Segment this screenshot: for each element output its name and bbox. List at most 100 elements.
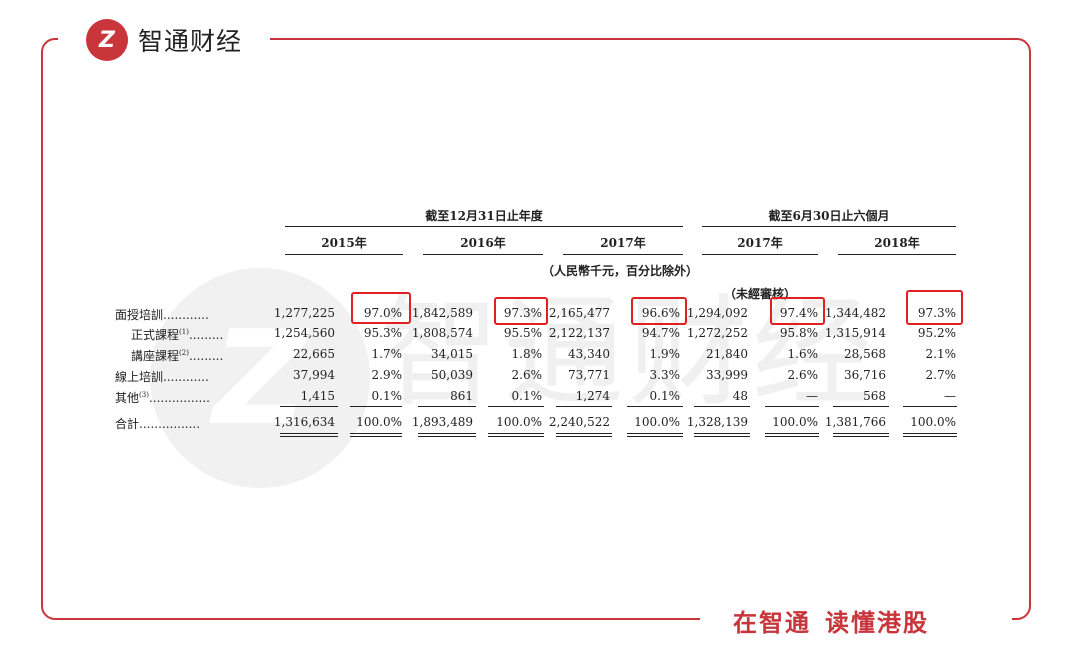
highlight-box-2015: [351, 292, 411, 324]
year-rule: [563, 254, 683, 255]
header-rule: [702, 226, 956, 227]
table-cell: 100.0%: [634, 415, 680, 429]
table-cell: 97.0%: [363, 306, 402, 320]
table-cell: 1,315,914: [824, 326, 886, 340]
total-double-rule: [627, 433, 683, 437]
table-cell: 97.3%: [917, 306, 956, 320]
header-group-year: 截至12月31日止年度: [425, 209, 543, 223]
table-cell: 1,328,139: [686, 415, 748, 429]
watermark-logo-icon: Z: [150, 268, 370, 488]
total-double-rule: [765, 433, 819, 437]
table-cell: 2.6%: [511, 368, 543, 382]
table-cell: 1,277,225: [273, 306, 335, 320]
logo-icon: Z: [86, 19, 128, 61]
table-cell: 2.9%: [371, 368, 403, 382]
table-cell: 28,568: [844, 347, 886, 361]
leader-dots: ............: [163, 308, 209, 322]
year-2017: 2017年: [600, 236, 646, 250]
watermark-text: 智通财经: [380, 284, 876, 423]
table-cell: 1.9%: [649, 347, 681, 361]
table-cell: 2,240,522: [548, 415, 610, 429]
leader-dots: ............: [163, 370, 209, 384]
row-label-text: 線上培訓: [115, 370, 164, 384]
highlight-box-2017-half: [770, 297, 825, 325]
table-cell: 568: [863, 389, 886, 403]
row-label: 講座課程(2).........: [131, 347, 223, 364]
total-double-rule: [488, 433, 544, 437]
subtotal-rule: [833, 406, 889, 407]
footnote-marker: (1): [179, 328, 189, 336]
table-cell: 1,842,589: [411, 306, 473, 320]
table-cell: 100.0%: [356, 415, 402, 429]
row-label: 面授培訓............: [115, 306, 209, 323]
unit-note: （人民幣千元，百分比除外）: [541, 264, 698, 278]
table-cell: 95.3%: [363, 326, 402, 340]
table-cell: 100.0%: [910, 415, 956, 429]
table-cell: 1.6%: [787, 347, 819, 361]
subtotal-rule: [765, 406, 819, 407]
total-double-rule: [418, 433, 476, 437]
table-cell: 94.7%: [641, 326, 680, 340]
table-cell: 1,344,482: [824, 306, 886, 320]
subtotal-rule: [418, 406, 476, 407]
subtotal-rule: [488, 406, 544, 407]
table-cell: 3.3%: [649, 368, 681, 382]
table-cell: 21,840: [706, 347, 748, 361]
table-cell: 95.8%: [779, 326, 818, 340]
total-double-rule: [694, 433, 750, 437]
table-cell: 100.0%: [772, 415, 818, 429]
table-cell: 1,381,766: [824, 415, 886, 429]
table-cell: —: [944, 389, 956, 403]
year-rule: [423, 254, 543, 255]
total-double-rule: [833, 433, 889, 437]
table-cell: 2.6%: [787, 368, 819, 382]
table-cell: 1,316,634: [273, 415, 335, 429]
table-cell: 97.4%: [779, 306, 818, 320]
row-label-text: 正式課程: [131, 328, 180, 342]
table-cell: 43,340: [568, 347, 610, 361]
total-double-rule: [280, 433, 338, 437]
table-cell: 95.2%: [917, 326, 956, 340]
slogan-part-b: 读懂港股: [825, 609, 929, 637]
table-cell: 0.1%: [371, 389, 403, 403]
table-cell: 2.7%: [925, 368, 957, 382]
content-frame: [41, 38, 1031, 620]
highlight-box-2018-half: [906, 290, 963, 325]
year-2017-half: 2017年: [737, 236, 783, 250]
leader-dots: .........: [188, 349, 224, 363]
leader-dots: .........: [188, 328, 224, 342]
year-rule: [838, 254, 956, 255]
table-cell: 73,771: [568, 368, 610, 382]
header-group-half: 截至6月30日止六個月: [768, 209, 890, 223]
leader-dots: ................: [139, 417, 201, 431]
table-cell: 1,294,092: [686, 306, 748, 320]
table-cell: 1.7%: [371, 347, 403, 361]
row-label: 其他(3)................: [115, 389, 210, 406]
row-label: 正式課程(1).........: [131, 326, 223, 343]
table-cell: 1,808,574: [411, 326, 473, 340]
footnote-marker: (2): [179, 349, 189, 357]
row-label-text: 其他: [115, 391, 140, 405]
year-2018-half: 2018年: [874, 236, 920, 250]
table-cell: 1,415: [300, 389, 335, 403]
footnote-marker: (3): [139, 391, 149, 399]
total-double-rule: [903, 433, 957, 437]
brand-slogan: 在智通 读懂港股: [733, 603, 929, 638]
table-cell: —: [806, 389, 818, 403]
table-cell: 100.0%: [496, 415, 542, 429]
table-cell: 48: [732, 389, 748, 403]
table-cell: 861: [450, 389, 473, 403]
subtotal-rule: [903, 406, 957, 407]
table-cell: 96.6%: [641, 306, 680, 320]
highlight-box-2016: [494, 297, 548, 325]
row-label: 線上培訓............: [115, 368, 209, 385]
table-cell: 95.5%: [503, 326, 542, 340]
table-cell: 1.8%: [511, 347, 543, 361]
subtotal-rule: [350, 406, 402, 407]
table-cell: 34,015: [431, 347, 473, 361]
leader-dots: ................: [148, 391, 210, 405]
frame-gap-bottom: [700, 612, 1012, 628]
row-label-text: 合計: [115, 417, 140, 431]
brand-name: 智通财经: [138, 27, 243, 56]
header-rule: [285, 226, 683, 227]
